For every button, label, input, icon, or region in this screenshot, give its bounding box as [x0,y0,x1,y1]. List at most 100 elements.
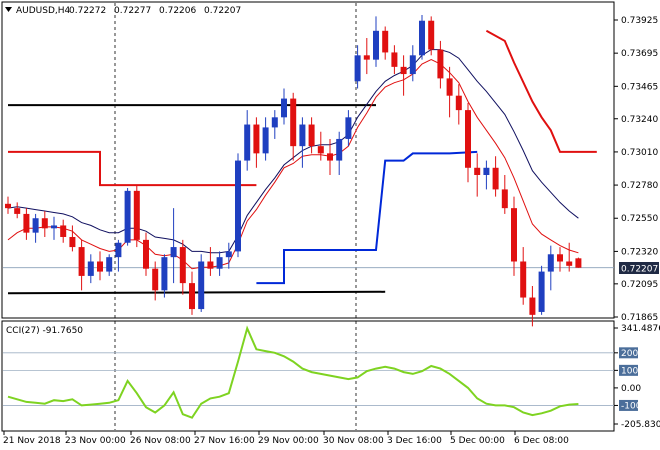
cci-level-label: 200 [621,349,638,359]
symbol-label: AUDUSD,H4 [16,6,71,16]
ohlc-close: 0.72207 [204,6,241,16]
candle-body [69,236,76,248]
ohlc-open: 0.72272 [69,6,106,16]
cci-level-label: 100 [621,366,638,376]
price-tick-label: 0.72780 [621,181,658,191]
cci-plot [3,325,614,419]
cci-tick-label: -205.8307 [621,420,660,430]
cci-line [7,325,579,419]
candle-body [133,190,140,240]
candle-body [455,95,462,111]
price-plot [3,3,614,430]
candle-body [511,208,517,262]
candle-body [566,261,573,266]
time-tick-label: 29 Nov 00:00 [258,436,319,446]
price-tick-label: 0.71865 [621,313,658,323]
time-tick-label: 23 Nov 00:00 [65,436,126,446]
candle-body [290,98,297,147]
candle-body [391,52,398,67]
red-stop-1 [8,150,257,187]
candle-body [538,271,545,312]
candle-body [207,261,214,269]
candle-body [492,167,499,190]
ma-fast-line [7,59,579,270]
price-pane[interactable] [1,1,615,319]
candle-body [253,124,260,154]
candle-body [501,189,508,209]
dropdown-triangle-icon[interactable] [5,7,12,12]
candle-body [465,110,471,168]
red-stop-2 [485,29,597,153]
cci-axis: 341.4876 200 100 0.00 -100 -205.8307 [614,324,660,430]
time-tick-label: 5 Dec 00:00 [450,436,505,446]
candle-body [345,117,352,139]
candle-body [281,98,287,118]
candle-body [520,261,527,298]
time-tick-label: 26 Nov 08:00 [130,436,191,446]
candle-body [106,257,113,272]
price-tick-label: 0.73925 [621,16,658,26]
candle-body [198,261,205,310]
candle-body [179,247,186,284]
candle-body [400,66,407,75]
candle-body [152,268,159,291]
price-axis: 0.73925 0.73695 0.73465 0.73240 0.73010 0.727… [614,16,658,323]
candle-body [428,20,435,50]
candle-body [382,30,389,53]
price-tick-label: 0.72550 [621,214,658,224]
price-tick-label: 0.73465 [621,82,658,92]
candle-body [41,218,48,229]
candle-body [262,127,269,154]
cci-level-box [619,364,638,376]
candle-body [170,247,177,258]
candle-body [529,297,536,315]
ohlc-high: 0.72277 [114,6,151,16]
candle-body [336,138,343,161]
candle-body [97,261,103,272]
candle-body [409,55,416,75]
candle-body [327,153,333,161]
price-tick-label: 0.73695 [621,49,658,59]
black-level-lower [7,290,386,295]
time-tick-label: 21 Nov 2018 [3,436,61,446]
current-price-label: 0.72207 [621,265,658,275]
cci-pane[interactable] [1,320,615,432]
price-tick-label: 0.73010 [621,148,658,158]
candle-body [189,283,195,310]
candle-body [299,124,306,147]
time-axis: 21 Nov 2018 23 Nov 00:00 26 Nov 08:00 27 No… [3,431,569,446]
candle-body [225,251,232,258]
candle-body [557,254,563,262]
cci-level-label: -100 [621,401,642,411]
candle-body [51,225,57,229]
ohlc-low: 0.72206 [159,6,196,16]
candle-body [78,247,85,276]
candle-body [244,124,251,161]
candle-body [308,124,315,147]
candle-body [474,167,481,175]
candle-body [143,239,149,269]
candle-body [235,160,241,252]
cci-level-box [619,399,638,411]
candle-body [446,78,453,96]
candle-body [124,190,131,243]
price-tick-label: 0.73240 [621,115,658,125]
blue-stop [256,150,478,285]
candle-body [216,257,223,269]
price-tick-label: 0.72320 [621,247,658,257]
candle-body [14,208,21,214]
cci-label: CCI(27) -91.7650 [6,326,83,336]
candle-body [419,20,425,56]
candle-body [32,218,39,233]
candle-body [437,49,444,79]
current-price-box [619,262,659,274]
candle-body [23,213,30,233]
candle-body [373,30,379,60]
candle-body [87,261,94,276]
candle-body [5,203,11,209]
time-tick-label: 30 Nov 08:00 [323,436,384,446]
candle-body [363,55,370,60]
price-tick-label: 0.72095 [621,280,658,290]
candle-body [317,146,324,154]
